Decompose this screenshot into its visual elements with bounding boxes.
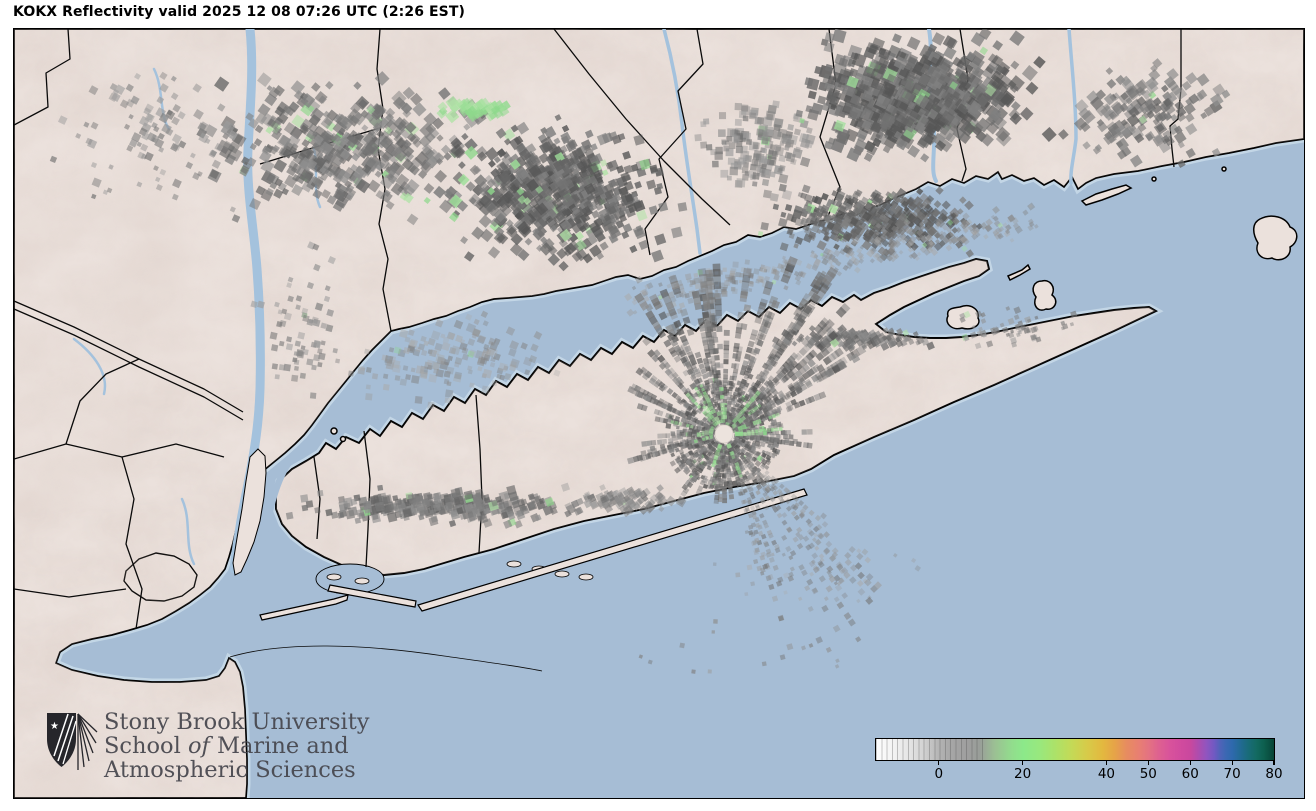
colorbar-tick-mark [1189,760,1191,765]
colorbar-tick-mark [1022,760,1024,765]
colorbar-tick-mark [1105,760,1107,765]
colorbar-tick-label: 80 [1265,766,1283,782]
stony-brook-logo: ★ Stony Brook University School of Marin… [44,710,369,782]
stony-brook-shield-icon: ★ [47,713,98,770]
stony-brook-logo-text: Stony Brook University School of Marine … [104,710,369,782]
colorbar-gradient [876,739,1274,760]
reflectivity-colorbar: 0 20 40 50 60 70 80 [875,738,1283,782]
radar-map-canvas [14,29,1304,798]
colorbar-tick-label: 70 [1223,766,1241,782]
manhattan-island [232,448,267,576]
colorbar-tick-mark [938,760,940,765]
logo-line-3: Atmospheric Sciences [104,757,356,783]
colorbar-step-lines [876,739,984,760]
east-river-channel [243,434,318,582]
barrier-islands [259,488,808,621]
colorbar-tick-label: 50 [1139,766,1157,782]
colorbar-tick-mark [1147,760,1149,765]
harbor-channel-line [229,645,543,672]
colorbar-tick-label: 60 [1181,766,1199,782]
radar-echo-layer [49,29,1231,674]
page-title: KOKX Reflectivity valid 2025 12 08 07:26… [13,4,466,20]
colorbar-tick-mark [1231,760,1233,765]
radar-site-marker [714,424,734,444]
colorbar-tick-label: 20 [1014,766,1032,782]
colorbar-tick-mark [1273,760,1275,765]
colorbar-tick-label: 0 [934,766,944,782]
logo-line-1: Stony Brook University [104,709,370,735]
colorbar-tick-label: 40 [1097,766,1115,782]
radar-map-image: ★ Stony Brook University School of Marin… [13,28,1305,799]
logo-line-2: School of Marine and [104,733,349,759]
